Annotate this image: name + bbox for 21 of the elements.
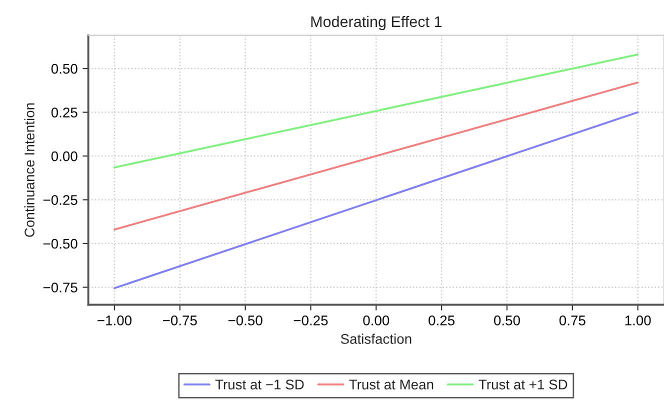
x-axis-title: Satisfaction — [340, 334, 412, 344]
x-tick-label: 0.00 — [363, 316, 390, 326]
x-tick-label: −0.50 — [228, 316, 262, 326]
x-tick-label: 0.50 — [494, 316, 520, 326]
y-tick-label: 0.00 — [51, 151, 78, 162]
x-tick-label: 0.75 — [559, 316, 586, 326]
y-tick-label: −0.50 — [43, 238, 78, 249]
x-tick-label: 1.00 — [625, 316, 651, 326]
chart-title: Moderating Effect 1 — [311, 16, 442, 30]
x-tick-label: −1.00 — [98, 316, 132, 326]
y-tick-label: −0.25 — [43, 195, 78, 205]
x-tick-label: −0.75 — [163, 316, 197, 326]
y-tick-label: −0.75 — [43, 282, 78, 292]
x-tick-label: 0.25 — [428, 316, 455, 326]
y-tick-label: 0.50 — [51, 64, 78, 74]
x-tick-label: −0.25 — [294, 316, 328, 326]
legend-label: Trust at +1 SD — [478, 380, 568, 390]
legend-label: Trust at Mean — [349, 380, 434, 390]
legend-label: Trust at −1 SD — [215, 380, 304, 390]
y-axis-title: Continuance Intention — [24, 103, 34, 237]
y-tick-label: 0.25 — [51, 108, 78, 118]
